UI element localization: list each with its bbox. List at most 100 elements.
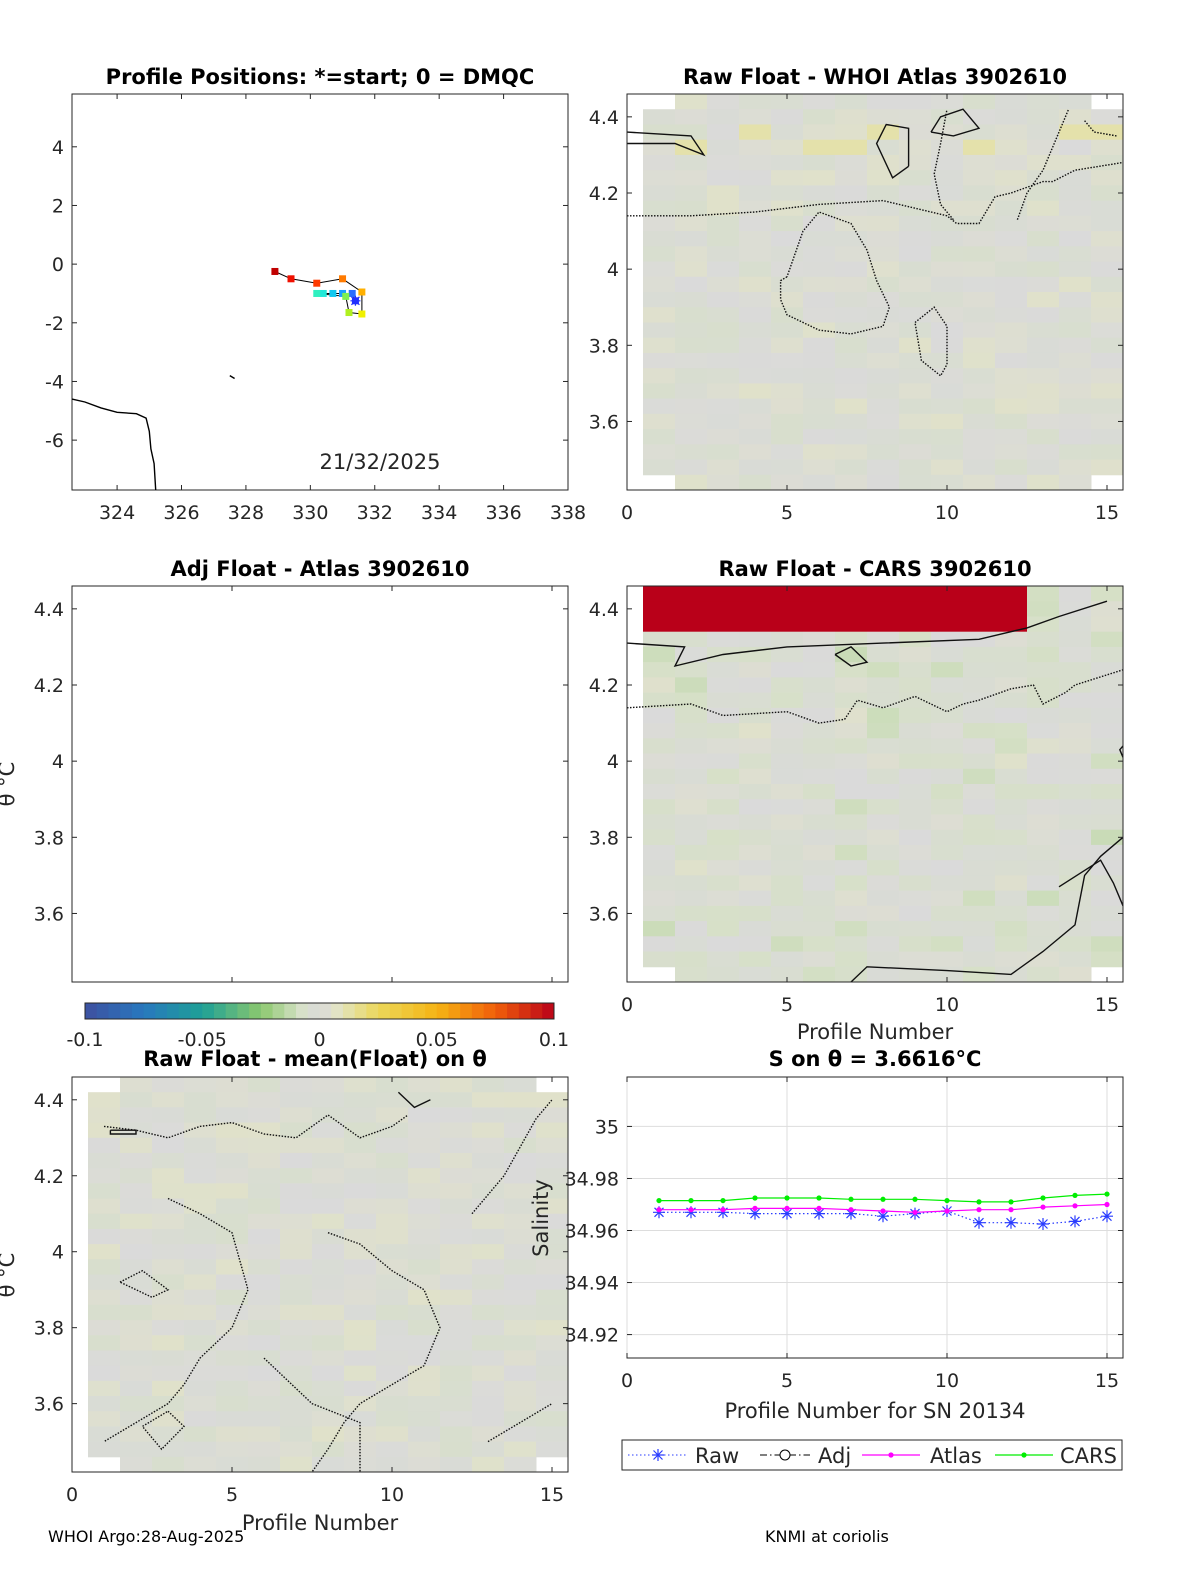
heatmap-cell: [771, 246, 804, 263]
heatmap-cell: [899, 601, 932, 617]
positions-ytick-label: -2: [45, 313, 64, 335]
heatmap-cell: [248, 1092, 281, 1108]
cars-point: [816, 1195, 822, 1201]
heatmap-cell: [120, 1441, 153, 1458]
heatmap-cell: [771, 292, 804, 308]
cars-point: [848, 1196, 854, 1202]
heatmap-cell: [643, 231, 676, 247]
heatmap-cell: [643, 784, 676, 800]
heatmap-cell: [344, 1350, 377, 1367]
heatmap-cell: [1027, 200, 1060, 217]
heatmap-cell: [707, 662, 740, 678]
adj-ytick-label: 3.6: [34, 903, 64, 925]
heatmap-cell: [643, 844, 676, 861]
heatmap-cell: [803, 936, 836, 953]
contour-line: [471, 1099, 553, 1215]
heatmap-cell: [1027, 109, 1060, 125]
heatmap-cell: [707, 768, 740, 785]
heatmap-cell: [408, 1456, 441, 1473]
heatmap-cell: [440, 1320, 473, 1336]
heatmap-cell: [803, 124, 836, 141]
heatmap-cell: [248, 1441, 281, 1458]
heatmap-cell: [739, 154, 772, 171]
heatmap-cell: [899, 185, 932, 202]
heatmap-cell: [152, 1320, 185, 1336]
heatmap-cell: [643, 707, 676, 724]
heatmap-cell: [707, 966, 740, 983]
heatmap-cell: [963, 875, 996, 892]
salinity-xlabel: Profile Number for SN 20134: [724, 1399, 1025, 1423]
mean-ylabel: θ °C: [0, 1253, 19, 1298]
heatmap-cell: [472, 1396, 505, 1412]
salinity-xtick-label: 5: [781, 1370, 793, 1392]
colorbar-segment: [237, 1003, 250, 1019]
heatmap-cell: [120, 1274, 153, 1291]
heatmap-cell: [963, 829, 996, 846]
heatmap-cell: [867, 292, 900, 308]
heatmap-cell: [899, 677, 932, 694]
heatmap-cell: [184, 1213, 217, 1230]
heatmap-cell: [963, 124, 996, 141]
heatmap-cell: [803, 921, 836, 937]
heatmap-cell: [771, 890, 804, 907]
contour-line: [875, 123, 910, 179]
heatmap-cell: [408, 1320, 441, 1336]
heatmap-cell: [771, 124, 804, 141]
heatmap-cell: [739, 601, 772, 617]
heatmap-cell: [963, 307, 996, 323]
heatmap-cell: [1091, 109, 1124, 125]
heatmap-cell: [643, 646, 676, 663]
legend-label-raw: Raw: [695, 1444, 739, 1468]
heatmap-cell: [1091, 738, 1124, 755]
heatmap-cell: [184, 1456, 217, 1473]
heatmap-cell: [995, 875, 1028, 892]
heatmap-cell: [536, 1228, 569, 1245]
heatmap-cell: [1091, 875, 1124, 892]
cars-point: [720, 1197, 726, 1204]
colorbar-segment: [354, 1003, 367, 1019]
heatmap-cell: [867, 890, 900, 907]
heatmap-cell: [1091, 616, 1124, 633]
heatmap-cell: [472, 1289, 505, 1306]
heatmap-cell: [88, 1274, 121, 1291]
heatmap-cell: [995, 94, 1028, 110]
heatmap-cell: [152, 1244, 185, 1260]
heatmap-cell: [899, 966, 932, 983]
atlas-ytick-label: 4.2: [589, 183, 619, 205]
heatmap-cell: [707, 352, 740, 369]
atlas-point: [656, 1207, 662, 1213]
cars-xlabel: Profile Number: [797, 1020, 954, 1044]
adj-ytick-label: 3.8: [34, 827, 64, 849]
heatmap-cell: [312, 1092, 345, 1108]
heatmap-cell: [1059, 616, 1092, 633]
heatmap-cell: [707, 307, 740, 323]
legend-marker-adj: [779, 1449, 791, 1461]
heatmap-cell: [1091, 586, 1124, 602]
heatmap-cell: [963, 352, 996, 369]
island: [229, 375, 235, 380]
heatmap-cell: [835, 459, 868, 476]
heatmap-cell: [707, 170, 740, 186]
cars-point: [784, 1195, 790, 1201]
heatmap-cell: [963, 677, 996, 694]
heatmap-cell: [835, 429, 868, 445]
contour-line: [779, 211, 891, 335]
heatmap-cell: [995, 784, 1028, 800]
colorbar-segment: [108, 1003, 121, 1019]
heatmap-cell: [675, 474, 708, 491]
heatmap-cell: [643, 368, 676, 384]
heatmap-cell: [1027, 601, 1060, 617]
heatmap-cell: [803, 723, 836, 739]
heatmap-cell: [931, 738, 964, 755]
heatmap-cell: [280, 1228, 313, 1245]
heatmap-cell: [963, 723, 996, 739]
heatmap-cell: [995, 829, 1028, 846]
heatmap-cell: [1091, 951, 1124, 968]
heatmap-cell: [120, 1213, 153, 1230]
heatmap-cell: [835, 352, 868, 369]
heatmap-cell: [184, 1274, 217, 1291]
heatmap-cell: [120, 1335, 153, 1351]
heatmap-cell: [1059, 444, 1092, 461]
heatmap-cell: [771, 905, 804, 922]
heatmap-cell: [216, 1365, 249, 1382]
